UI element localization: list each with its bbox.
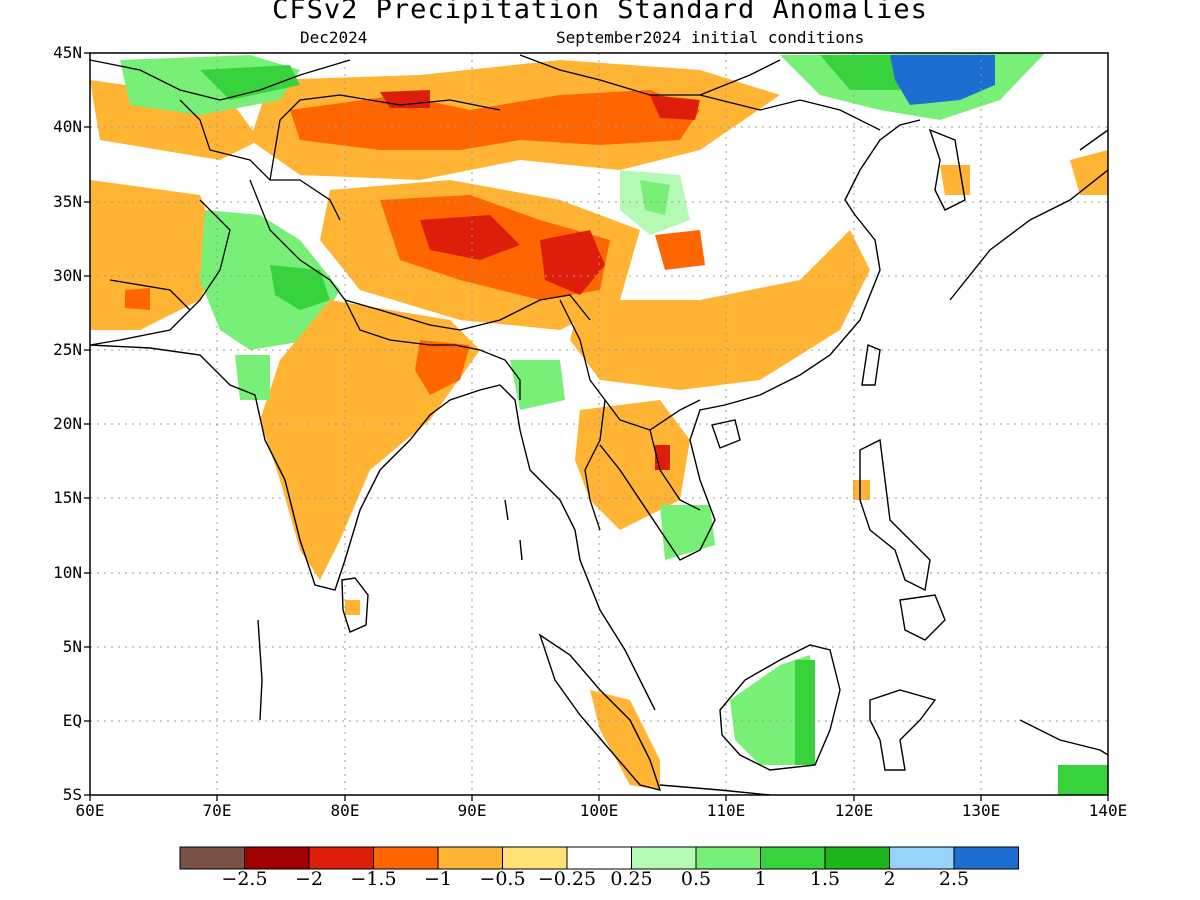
lat-tick-15n: 15N <box>53 488 82 507</box>
lat-tick-5s: 5S <box>62 785 82 804</box>
anomaly-region-srilanka-dry <box>345 600 360 615</box>
anomaly-region-myanmar-wet <box>510 360 565 410</box>
colorbar-label: −0.5 <box>479 868 526 890</box>
lon-tick-110e: 110E <box>706 801 746 820</box>
lon-tick-140e: 140E <box>1088 801 1128 820</box>
colorbar-label: 1.5 <box>809 868 841 890</box>
lon-tick-60e: 60E <box>75 801 105 820</box>
figure-title: CFSv2 Precipitation Standard Anomalies <box>272 0 928 25</box>
lon-tick-70e: 70E <box>202 801 232 820</box>
colorbar-label: −1.5 <box>350 868 397 890</box>
lon-tick-130e: 130E <box>961 801 1001 820</box>
anomaly-region-japan-dry <box>1070 150 1108 195</box>
anomaly-region-iran-dry <box>90 180 220 330</box>
anomaly-region-pakistan-wet <box>200 210 340 350</box>
anomaly-region-china-wet-core <box>640 180 670 215</box>
colorbar-label: −2 <box>294 868 323 890</box>
colorbar-label: −1 <box>423 868 452 890</box>
tick-marks <box>84 52 1109 801</box>
lon-tick-80e: 80E <box>330 801 360 820</box>
anomaly-region-cambodia-wet <box>660 505 715 560</box>
lat-tick-5n: 5N <box>62 637 82 656</box>
anomaly-region-tibet-red <box>420 215 520 260</box>
anomaly-region-gujarat-wet <box>235 355 270 400</box>
anomaly-region-northeast-wet-core <box>820 55 900 90</box>
colorbar-label: 2 <box>883 868 896 890</box>
anomaly-region-kazakh-wet-core <box>200 65 300 100</box>
lat-tick-25n: 25N <box>53 340 82 359</box>
colorbar-label: 2.5 <box>938 868 970 890</box>
anomaly-region-indochina-dry <box>575 400 690 530</box>
anomaly-region-sumatra-dry <box>590 690 660 790</box>
valid-month-label: Dec2024 <box>300 28 368 47</box>
initial-conditions-label: September2024 initial conditions <box>556 28 865 47</box>
anomaly-region-ganges-dry <box>415 340 470 395</box>
lon-tick-90e: 90E <box>457 801 487 820</box>
lat-tick-eq: EQ <box>62 711 82 730</box>
anomaly-region-sichuan-core <box>655 230 705 270</box>
lon-tick-100e: 100E <box>579 801 619 820</box>
colorbar-label: −2.5 <box>221 868 268 890</box>
lon-tick-120e: 120E <box>834 801 874 820</box>
anomaly-region-korea-dry <box>940 165 970 195</box>
lat-tick-20n: 20N <box>53 414 82 433</box>
anomaly-region-borneo-wet-core <box>795 660 815 765</box>
anomaly-region-borneo-wet <box>730 655 815 765</box>
country-borders <box>90 54 881 531</box>
anomaly-region-mongolia-dry-2 <box>650 95 700 120</box>
anomaly-region-newguinea-wet <box>1058 765 1108 795</box>
anomaly-field <box>90 53 1108 795</box>
lat-tick-10n: 10N <box>53 563 82 582</box>
anomaly-region-northeast-strong-wet <box>890 55 995 105</box>
colorbar-label: −0.25 <box>537 868 597 890</box>
colorbar-label: 0.5 <box>680 868 712 890</box>
anomaly-region-iran-core <box>125 288 150 310</box>
lat-tick-30n: 30N <box>53 266 82 285</box>
coastlines <box>90 119 1108 795</box>
lat-tick-35n: 35N <box>53 192 82 211</box>
colorbar-label: 1 <box>754 868 767 890</box>
gridlines <box>90 53 1108 795</box>
lat-tick-45n: 45N <box>53 43 82 62</box>
colorbar-label: 0.25 <box>610 868 653 890</box>
anomaly-region-tibet-red-2 <box>540 230 605 295</box>
anomaly-region-philippines-dry <box>853 480 870 500</box>
lat-tick-40n: 40N <box>53 117 82 136</box>
